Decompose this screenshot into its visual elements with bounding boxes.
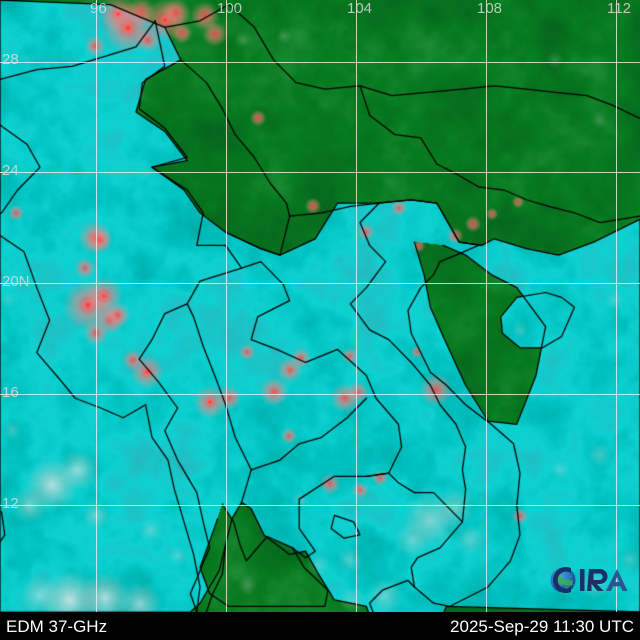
map-area[interactable]: 96 100 104 108 112 28 24 20N 16 12 [0,0,640,612]
status-bar: EDM 37-GHz 2025-Sep-29 11:30 UTC [0,612,640,640]
cira-letter-r [587,569,608,591]
timestamp-label: 2025-Sep-29 11:30 UTC [450,616,634,636]
cira-letter-a [606,569,628,591]
cira-letter-i [580,569,585,591]
product-label: EDM 37-GHz [6,616,108,636]
cira-logo [548,562,632,598]
satellite-imagery-canvas[interactable] [0,0,640,612]
